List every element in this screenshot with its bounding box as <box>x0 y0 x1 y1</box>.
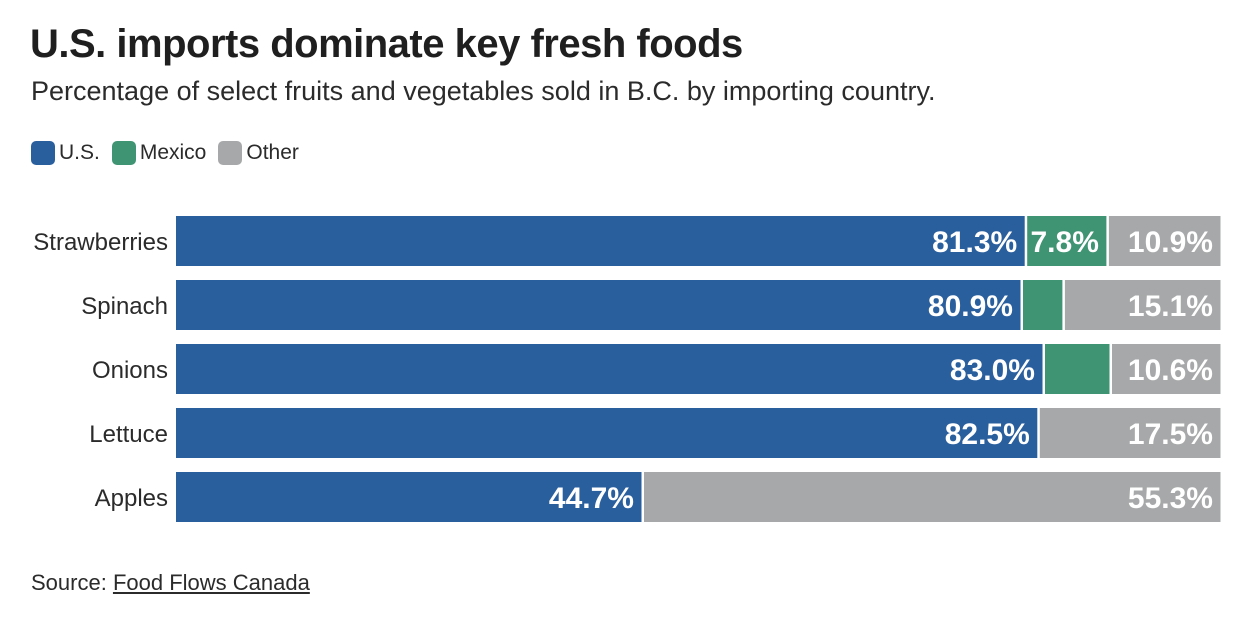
legend-swatch-us <box>31 141 55 165</box>
legend-label-mexico: Mexico <box>139 141 207 164</box>
bar-onions-other <box>1112 344 1221 394</box>
source-prefix: Source: <box>31 570 113 595</box>
legend-label-us: U.S. <box>59 141 100 164</box>
source-line: Source: Food Flows Canada <box>31 570 310 596</box>
category-label-strawberries: Strawberries <box>33 229 168 256</box>
legend-swatch-mexico <box>111 141 136 165</box>
bar-apples-u-s <box>176 472 642 522</box>
data-label-strawberries-other: 10.9% <box>1128 226 1213 259</box>
data-label-apples-u-s: 44.7% <box>549 482 634 515</box>
legend-label-other: Other <box>246 141 299 164</box>
data-label-onions-other: 10.6% <box>1128 354 1213 387</box>
data-label-spinach-u-s: 80.9% <box>928 290 1013 323</box>
legend-item-other: Other <box>218 141 299 165</box>
category-label-lettuce: Lettuce <box>89 421 168 448</box>
bar-onions-mexico <box>1045 344 1110 394</box>
bar-spinach-other <box>1064 280 1221 330</box>
stacked-bar-chart: Strawberries 81.3% 7.8% 10.9% Spinach 80.9% 15… <box>33 216 1221 522</box>
legend: U.S. Mexico Other <box>31 141 299 165</box>
bar-strawberries-mexico <box>1027 216 1107 266</box>
data-label-lettuce-other: 17.5% <box>1128 418 1213 451</box>
bar-apples-other <box>644 472 1221 522</box>
bar-onions-u-s <box>176 344 1043 394</box>
category-label-apples: Apples <box>95 485 168 512</box>
chart-subtitle: Percentage of select fruits and vegetabl… <box>31 76 936 106</box>
category-label-onions: Onions <box>92 357 168 384</box>
legend-item-us: U.S. <box>31 141 100 165</box>
data-label-onions-u-s: 83.0% <box>950 354 1035 387</box>
data-label-spinach-other: 15.1% <box>1128 290 1213 323</box>
legend-item-mexico: Mexico <box>111 141 207 165</box>
bar-lettuce-u-s <box>176 408 1038 458</box>
data-label-lettuce-u-s: 82.5% <box>945 418 1030 451</box>
data-label-strawberries-u-s: 81.3% <box>932 226 1017 259</box>
data-label-apples-other: 55.3% <box>1128 482 1213 515</box>
bar-spinach-u-s <box>176 280 1021 330</box>
category-label-spinach: Spinach <box>81 293 168 320</box>
chart-title: U.S. imports dominate key fresh foods <box>30 22 743 66</box>
bar-lettuce-other <box>1039 408 1221 458</box>
data-label-strawberries-mexico: 7.8% <box>1031 226 1099 259</box>
source-link[interactable]: Food Flows Canada <box>112 570 310 595</box>
legend-swatch-other <box>218 141 243 165</box>
bar-strawberries-other <box>1108 216 1221 266</box>
bar-spinach-mexico <box>1023 280 1063 330</box>
bar-strawberries-u-s <box>176 216 1025 266</box>
